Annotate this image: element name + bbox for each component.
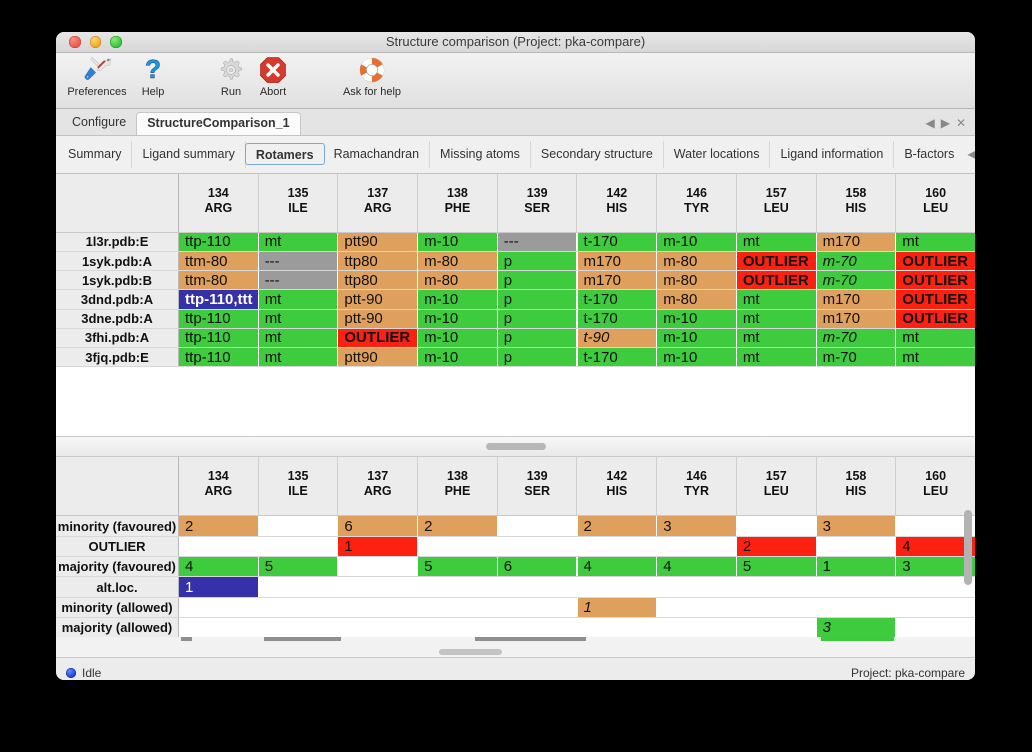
svg-text:?: ? — [145, 55, 161, 84]
